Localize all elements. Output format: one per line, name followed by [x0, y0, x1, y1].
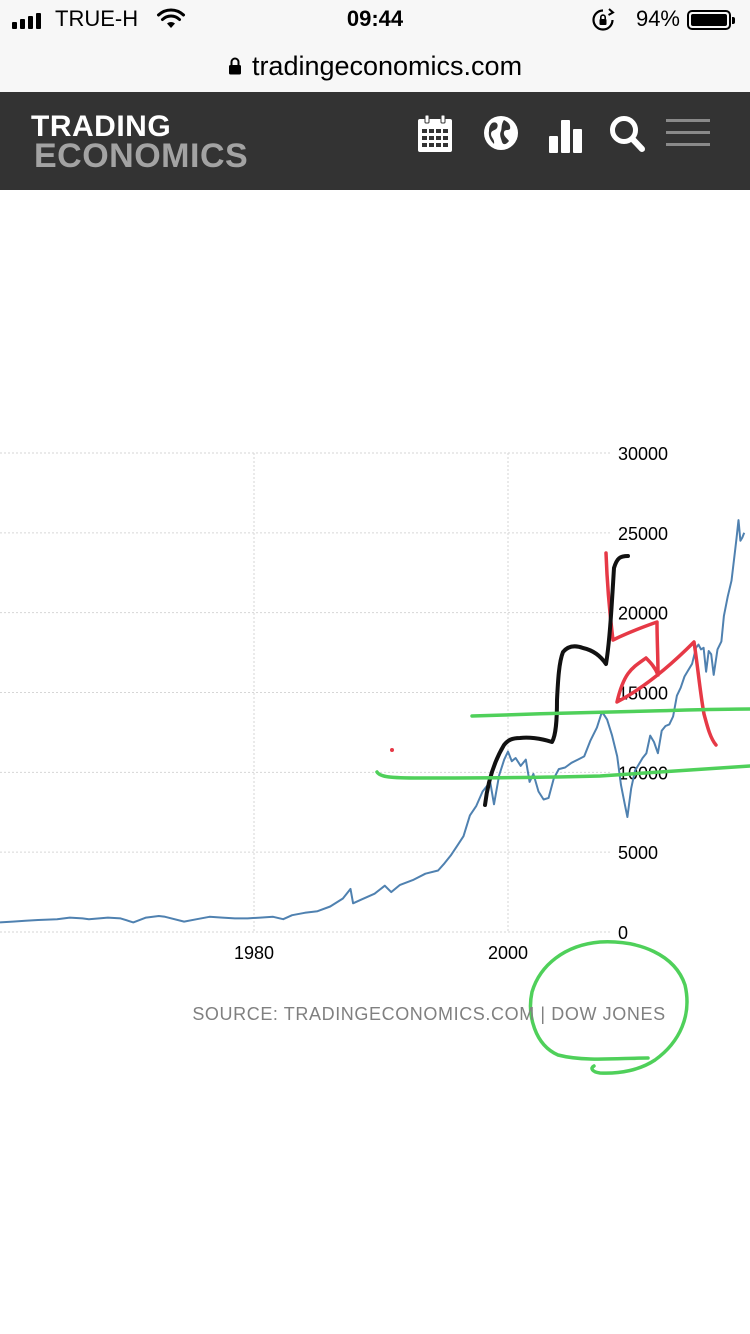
battery-percent: 94%: [635, 6, 680, 31]
wifi-icon: [157, 8, 185, 28]
chart-source: SOURCE: TRADINGECONOMICS.COM | DOW JONES: [192, 1004, 666, 1024]
rotation-lock-icon: [592, 8, 615, 31]
globe-icon[interactable]: [482, 114, 520, 152]
logo-line-1: TRADING: [31, 110, 172, 143]
x-tick-label: 1980: [234, 943, 274, 963]
y-tick-label: 0: [618, 923, 628, 943]
logo-line-2: ECONOMICS: [34, 137, 249, 175]
y-tick-label: 15000: [618, 684, 668, 704]
address-bar[interactable]: tradingeconomics.com: [0, 40, 750, 92]
chart-grid: [0, 452, 612, 933]
y-tick-label: 20000: [618, 604, 668, 624]
annotation-scribbles: [375, 551, 750, 1075]
red-zigzag-annotation: [604, 551, 718, 747]
clock-time: 09:44: [346, 6, 404, 31]
carrier-name: TRUE-H: [55, 6, 139, 31]
x-axis-labels: 1980 2000: [234, 943, 528, 963]
menu-icon[interactable]: [664, 117, 712, 149]
y-tick-label: 5000: [618, 843, 658, 863]
green-upper-line-annotation: [470, 707, 750, 718]
calendar-icon[interactable]: [416, 114, 454, 154]
black-staircase-annotation: [483, 554, 630, 807]
url-text[interactable]: tradingeconomics.com: [251, 50, 523, 81]
battery-icon: [687, 10, 735, 30]
y-tick-label: 30000: [618, 444, 668, 464]
signal-strength-icon: [12, 11, 41, 29]
x-tick-label: 2000: [488, 943, 528, 963]
bar-chart-icon[interactable]: [548, 114, 584, 154]
status-bar: TRUE-H 09:44 94%: [0, 0, 750, 40]
site-header: TRADING ECONOMICS: [0, 92, 750, 190]
y-tick-label: 25000: [618, 524, 668, 544]
green-lower-line-annotation: [375, 764, 750, 780]
green-circle-annotation: [528, 940, 689, 1075]
red-dot-annotation: [390, 748, 394, 752]
lock-icon: [228, 57, 241, 75]
search-icon[interactable]: [608, 114, 646, 154]
